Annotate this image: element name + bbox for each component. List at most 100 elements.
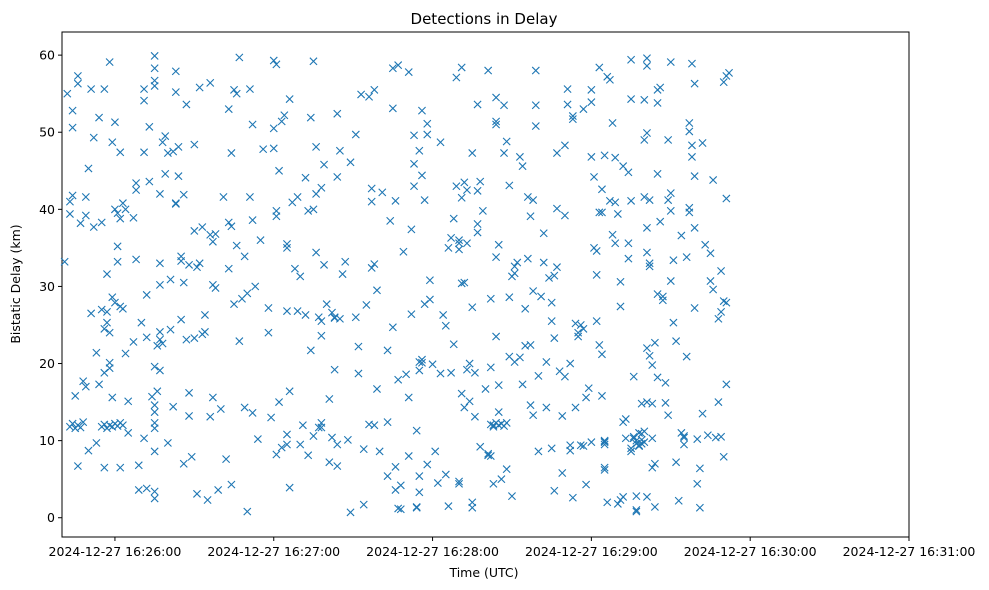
data-point — [619, 162, 628, 171]
data-point — [370, 85, 379, 94]
data-point — [142, 333, 151, 342]
data-point — [407, 310, 416, 319]
data-point — [155, 189, 164, 198]
data-point — [576, 441, 585, 450]
data-point — [92, 348, 101, 357]
data-point — [404, 452, 413, 461]
data-point — [714, 398, 723, 407]
data-point — [282, 430, 291, 439]
data-point — [529, 196, 538, 205]
data-point — [150, 408, 159, 417]
data-point — [155, 327, 164, 336]
data-point — [351, 130, 360, 139]
data-point — [118, 421, 127, 430]
data-point — [486, 294, 495, 303]
data-point — [470, 412, 479, 421]
data-point — [68, 106, 77, 115]
data-point — [568, 115, 577, 124]
y-tick-label: 50 — [39, 125, 55, 140]
data-point — [645, 262, 654, 271]
data-point — [658, 296, 667, 305]
data-point — [240, 403, 249, 412]
data-point — [81, 211, 90, 220]
data-point — [566, 446, 575, 455]
data-point — [150, 401, 159, 410]
data-point — [640, 193, 649, 201]
data-point — [116, 214, 125, 223]
data-point — [460, 278, 469, 287]
data-point — [449, 214, 458, 223]
data-point — [73, 71, 82, 80]
data-point — [383, 472, 392, 481]
data-point — [71, 391, 80, 400]
data-point — [354, 342, 363, 351]
data-point — [436, 138, 445, 147]
data-point — [590, 172, 599, 181]
data-point — [433, 479, 442, 488]
data-point — [121, 349, 130, 358]
data-point — [515, 152, 524, 161]
data-point — [206, 412, 215, 421]
data-point — [235, 53, 244, 62]
data-point — [394, 61, 403, 70]
data-point — [584, 384, 593, 393]
data-point — [378, 188, 387, 197]
data-point — [100, 463, 109, 472]
data-point — [494, 408, 503, 417]
data-point — [542, 357, 551, 366]
data-point — [611, 198, 620, 207]
x-tick-label: 2024-12-27 16:31:00 — [843, 544, 976, 559]
data-point — [248, 120, 257, 129]
data-point — [211, 283, 220, 292]
data-point — [449, 340, 458, 349]
data-point — [473, 228, 482, 237]
data-point — [523, 193, 532, 201]
data-point — [415, 366, 424, 375]
data-point — [193, 489, 201, 498]
data-point — [539, 258, 548, 267]
data-point — [333, 109, 342, 118]
data-point — [264, 328, 273, 337]
data-point — [492, 93, 501, 102]
data-point — [362, 300, 371, 309]
data-point — [140, 85, 149, 94]
data-point — [272, 450, 281, 459]
data-point — [457, 63, 466, 72]
data-point — [76, 219, 85, 228]
data-point — [510, 269, 519, 278]
data-point — [597, 391, 606, 400]
data-point — [597, 350, 606, 359]
data-point — [269, 56, 278, 65]
data-point — [653, 98, 662, 107]
data-point — [224, 218, 233, 227]
data-point — [179, 278, 188, 287]
data-point — [642, 344, 651, 353]
data-point — [632, 492, 641, 501]
data-point — [492, 332, 501, 341]
data-point — [410, 159, 419, 168]
data-point — [706, 277, 715, 286]
data-point — [97, 305, 106, 314]
data-point — [219, 193, 228, 201]
data-point — [674, 496, 683, 505]
data-point — [722, 194, 731, 203]
data-point — [95, 113, 104, 122]
data-point — [653, 373, 662, 382]
y-axis: 0 10 20 30 40 50 60 — [39, 48, 62, 525]
data-point — [100, 85, 109, 94]
y-axis-title: Bistatic Delay (km) — [8, 224, 23, 343]
data-point — [68, 123, 77, 132]
data-point — [317, 423, 326, 432]
data-point — [105, 328, 114, 337]
data-point — [402, 370, 411, 379]
data-point — [595, 208, 604, 217]
data-point — [367, 263, 376, 272]
data-point — [190, 334, 199, 343]
data-point — [616, 302, 625, 311]
data-point — [166, 325, 175, 334]
data-point — [232, 241, 241, 250]
data-point — [182, 335, 191, 344]
data-point — [648, 434, 657, 443]
data-point — [436, 369, 445, 378]
data-point — [534, 371, 543, 380]
